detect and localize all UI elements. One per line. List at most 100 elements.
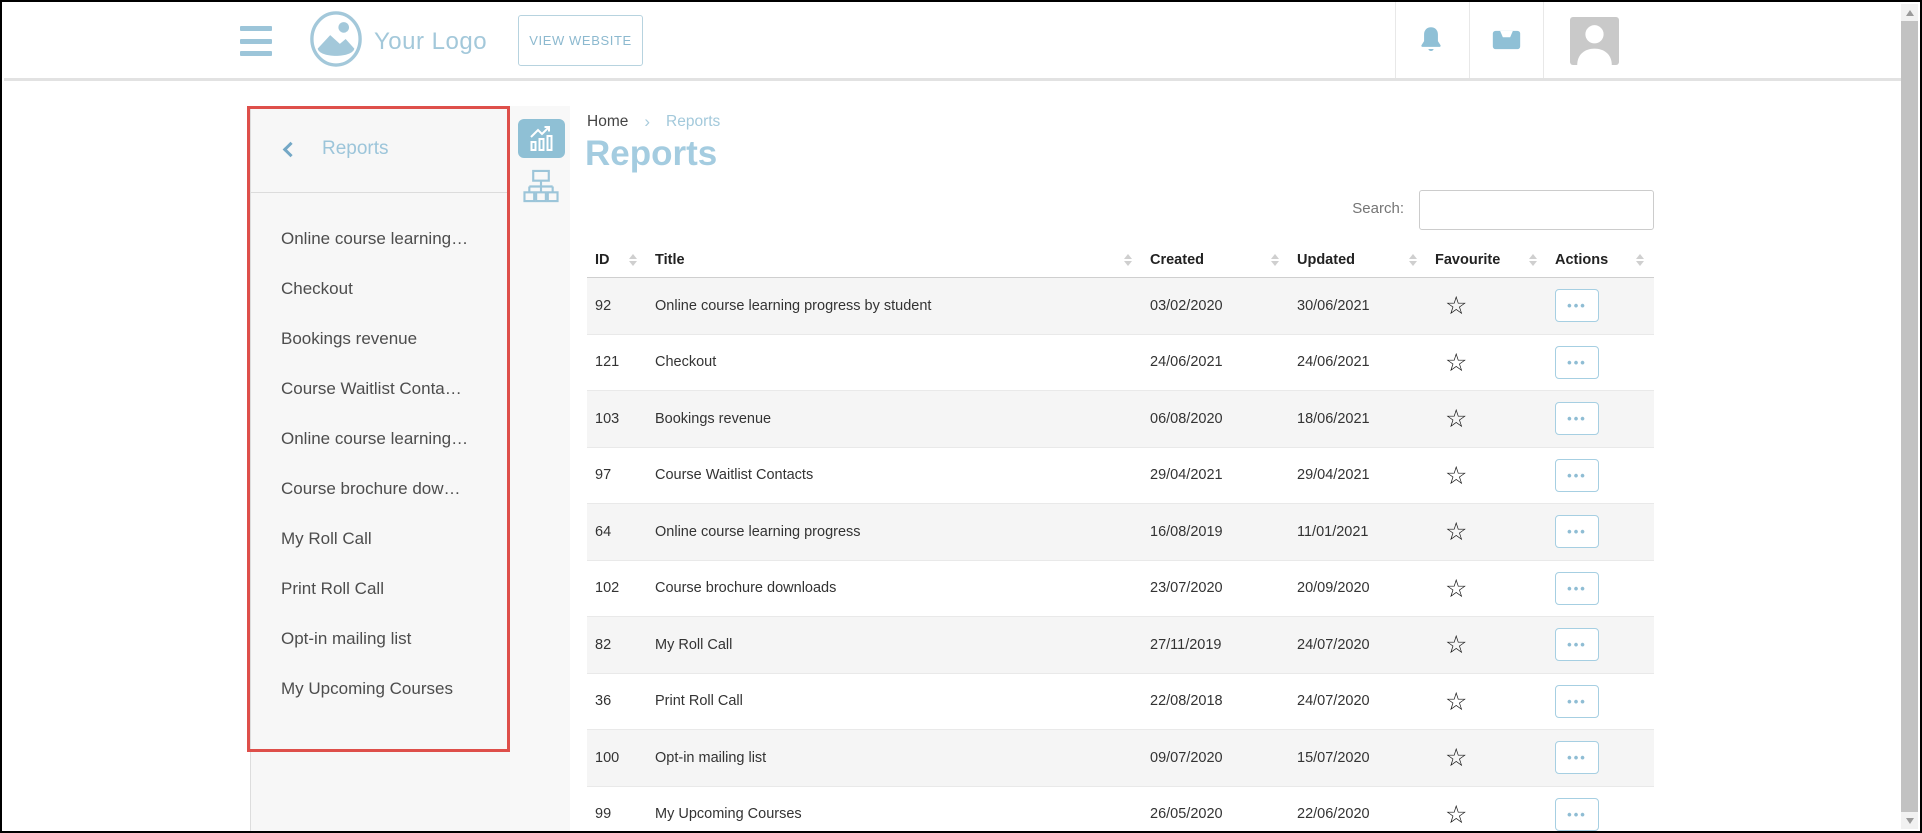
- cell-created: 23/07/2020: [1150, 580, 1223, 597]
- column-header-title[interactable]: Title: [647, 252, 1142, 268]
- search-input[interactable]: [1419, 190, 1654, 230]
- cell-id: 121: [595, 354, 620, 371]
- cell-id: 36: [595, 693, 612, 710]
- cell-updated: 20/09/2020: [1297, 580, 1370, 597]
- row-actions-button[interactable]: •••: [1555, 458, 1599, 492]
- sort-arrows-icon[interactable]: [1271, 253, 1279, 266]
- column-label: Updated: [1297, 251, 1355, 268]
- cell-created: 09/07/2020: [1150, 749, 1223, 766]
- sidebar-report-item[interactable]: Course Waitlist Conta…: [251, 364, 510, 414]
- cell-favourite: ☆: [1427, 632, 1547, 657]
- inbox-tray-icon[interactable]: [1491, 2, 1522, 78]
- table-row: 82 My Roll Call 27/11/2019 24/07/2020 ☆ …: [587, 617, 1654, 674]
- sidebar-report-item[interactable]: Online course learning…: [251, 214, 510, 264]
- favourite-star-icon[interactable]: ☆: [1445, 745, 1468, 771]
- table-row: 121 Checkout 24/06/2021 24/06/2021 ☆ •••: [587, 334, 1654, 391]
- sort-arrows-icon[interactable]: [629, 253, 637, 266]
- sidebar-report-item[interactable]: Print Roll Call: [251, 564, 510, 614]
- notifications-bell-icon[interactable]: [1417, 2, 1445, 78]
- table-row: 64 Online course learning progress 16/08…: [587, 504, 1654, 561]
- header-divider: [1543, 2, 1544, 78]
- cell-actions: •••: [1547, 628, 1654, 662]
- favourite-star-icon[interactable]: ☆: [1445, 293, 1468, 319]
- sidebar-back-button[interactable]: Reports: [251, 106, 510, 193]
- sort-arrows-icon[interactable]: [1124, 253, 1132, 266]
- row-actions-button[interactable]: •••: [1555, 402, 1599, 436]
- logo[interactable]: Your Logo: [309, 10, 487, 73]
- row-actions-button[interactable]: •••: [1555, 345, 1599, 379]
- ellipsis-icon: •••: [1567, 806, 1587, 822]
- sidebar-report-list: Online course learning… Checkout Booking…: [251, 193, 510, 714]
- row-actions-button[interactable]: •••: [1555, 741, 1599, 775]
- sort-arrows-icon[interactable]: [1529, 253, 1537, 266]
- reports-table: ID Title Created Updated Favourite Actions 92…: [587, 242, 1654, 831]
- sidebar-report-item[interactable]: Checkout: [251, 264, 510, 314]
- sidebar-report-item[interactable]: Online course learning…: [251, 414, 510, 464]
- ellipsis-icon: •••: [1567, 580, 1587, 596]
- breadcrumb-home-link[interactable]: Home: [587, 113, 629, 130]
- cell-title: Bookings revenue: [655, 410, 772, 427]
- scroll-up-arrow-icon[interactable]: [1901, 4, 1918, 21]
- column-header-fav[interactable]: Favourite: [1427, 252, 1547, 268]
- vertical-scrollbar[interactable]: [1901, 4, 1918, 829]
- column-label: ID: [595, 251, 610, 268]
- sidebar-item-label: Course brochure dow…: [281, 479, 461, 498]
- ellipsis-icon: •••: [1567, 750, 1587, 766]
- cell-title: Course brochure downloads: [655, 580, 837, 597]
- row-actions-button[interactable]: •••: [1555, 628, 1599, 662]
- cell-favourite: ☆: [1427, 519, 1547, 544]
- cell-title: Print Roll Call: [655, 693, 743, 710]
- row-actions-button[interactable]: •••: [1555, 515, 1599, 549]
- row-actions-button[interactable]: •••: [1555, 684, 1599, 718]
- cell-updated: 24/07/2020: [1297, 636, 1370, 653]
- cell-updated: 18/06/2021: [1297, 410, 1370, 427]
- sidebar-item-label: Course Waitlist Conta…: [281, 379, 462, 398]
- sidebar-item-label: Online course learning…: [281, 429, 469, 448]
- favourite-star-icon[interactable]: ☆: [1445, 575, 1468, 601]
- cell-id: 99: [595, 806, 612, 823]
- person-icon: [1577, 25, 1612, 65]
- cell-actions: •••: [1547, 797, 1654, 831]
- row-actions-button[interactable]: •••: [1555, 797, 1599, 831]
- sidebar-item-label: Opt-in mailing list: [281, 629, 412, 648]
- favourite-star-icon[interactable]: ☆: [1445, 519, 1468, 545]
- sidebar-report-item[interactable]: Bookings revenue: [251, 314, 510, 364]
- search-area: Search:: [587, 190, 1654, 230]
- row-actions-button[interactable]: •••: [1555, 289, 1599, 323]
- sitemap-tab-button[interactable]: [521, 167, 561, 205]
- table-header-row: ID Title Created Updated Favourite Actions: [587, 242, 1654, 278]
- header-divider: [1395, 2, 1396, 78]
- reports-chart-tab-button[interactable]: [518, 119, 565, 158]
- column-label: Created: [1150, 251, 1204, 268]
- view-website-button[interactable]: VIEW WEBSITE: [518, 15, 643, 66]
- favourite-star-icon[interactable]: ☆: [1445, 406, 1468, 432]
- favourite-star-icon[interactable]: ☆: [1445, 349, 1468, 375]
- sidebar-report-item[interactable]: My Roll Call: [251, 514, 510, 564]
- column-header-id[interactable]: ID: [587, 252, 647, 268]
- scrollbar-thumb[interactable]: [1901, 21, 1918, 812]
- column-header-created[interactable]: Created: [1142, 252, 1289, 268]
- favourite-star-icon[interactable]: ☆: [1445, 632, 1468, 658]
- sidebar-report-item[interactable]: Opt-in mailing list: [251, 614, 510, 664]
- sidebar-report-item[interactable]: My Upcoming Courses: [251, 664, 510, 714]
- cell-id: 82: [595, 636, 612, 653]
- user-avatar[interactable]: [1570, 17, 1619, 65]
- sort-arrows-icon[interactable]: [1409, 253, 1417, 266]
- sidebar-item-label: My Upcoming Courses: [281, 679, 453, 698]
- cell-title: Opt-in mailing list: [655, 749, 767, 766]
- bar-chart-icon: [529, 126, 552, 151]
- column-header-updated[interactable]: Updated: [1289, 252, 1427, 268]
- row-actions-button[interactable]: •••: [1555, 571, 1599, 605]
- favourite-star-icon[interactable]: ☆: [1445, 688, 1468, 714]
- cell-actions: •••: [1547, 289, 1654, 323]
- column-header-actions[interactable]: Actions: [1547, 252, 1654, 268]
- sidebar-report-item[interactable]: Course brochure dow…: [251, 464, 510, 514]
- favourite-star-icon[interactable]: ☆: [1445, 801, 1468, 827]
- cell-title: Course Waitlist Contacts: [655, 467, 814, 484]
- sort-arrows-icon[interactable]: [1636, 253, 1644, 266]
- hamburger-menu-icon[interactable]: [240, 26, 272, 56]
- cell-id: 97: [595, 467, 612, 484]
- breadcrumb: Home › Reports: [587, 112, 720, 132]
- favourite-star-icon[interactable]: ☆: [1445, 462, 1468, 488]
- scroll-down-arrow-icon[interactable]: [1901, 812, 1918, 829]
